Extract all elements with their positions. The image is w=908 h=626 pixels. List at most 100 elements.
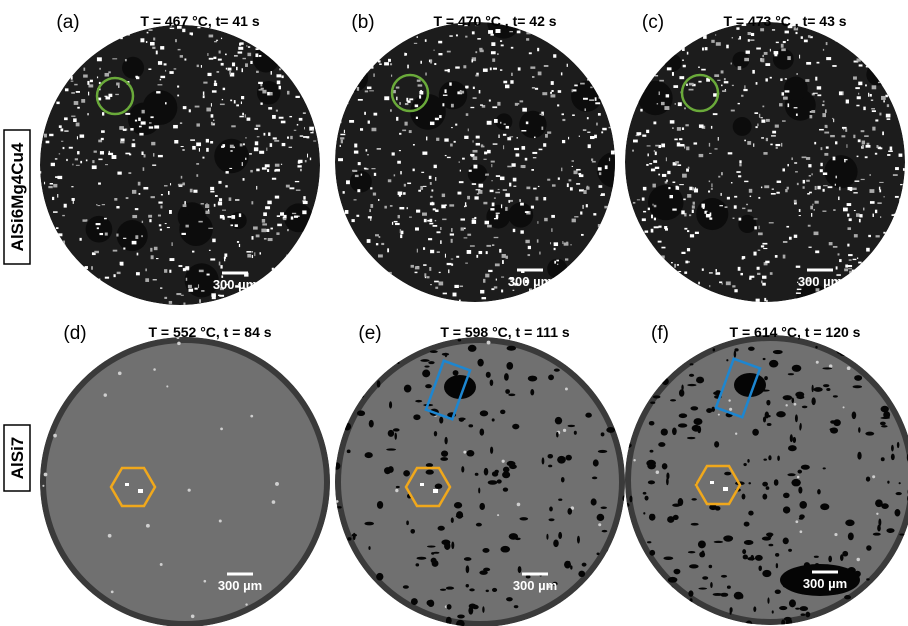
speck [615,197,618,198]
speck [247,118,251,121]
speck [766,119,770,122]
speck [744,58,749,61]
speck [241,101,242,104]
speck [312,130,313,132]
speck [573,273,577,276]
speck [759,114,760,118]
pore [767,423,772,426]
pore [357,410,365,416]
speck [605,165,608,169]
speck [94,280,95,282]
speck [795,520,798,523]
speck [567,183,569,187]
dark-blob [738,215,756,233]
speck [695,232,699,234]
pore [426,463,433,467]
speck [153,38,155,41]
speck [489,100,491,102]
speck [539,149,543,151]
speck [856,213,860,217]
speck [410,340,414,344]
speck [666,157,667,161]
speck [685,124,688,126]
speck [96,295,99,298]
speck [880,49,881,51]
speck [596,264,601,265]
speck [841,135,845,137]
speck [681,252,685,254]
speck [147,32,149,34]
speck [442,219,446,221]
dark-blob [143,90,178,125]
pore [456,515,464,518]
pore [415,400,422,403]
pore [548,465,552,468]
speck [872,110,876,112]
pore [692,425,701,432]
speck [349,283,351,285]
dark-blob [117,220,148,251]
pore [791,398,794,404]
speck [476,255,478,258]
speck [770,77,772,79]
speck [289,147,292,148]
speck [224,257,226,259]
speck [810,206,813,210]
speck [846,282,848,285]
speck [823,172,827,175]
speck [99,44,103,46]
speck [286,255,288,257]
speck [824,153,828,156]
speck [746,204,748,205]
speck [587,117,589,119]
speck [895,196,899,198]
pore [395,337,398,340]
speck [429,267,431,271]
speck [772,131,776,134]
pore [826,388,830,391]
speck [839,259,842,262]
speck [169,258,174,261]
speck [890,274,892,277]
speck [343,50,346,52]
pore [814,556,819,558]
speck [846,144,847,148]
pore [592,477,597,480]
speck [199,270,204,272]
pore [776,411,786,417]
pore [636,542,638,544]
speck [669,301,671,304]
speck [201,203,204,204]
speck [255,48,258,50]
speck [709,285,710,287]
speck [84,26,88,28]
speck [464,136,468,139]
speck [806,62,811,65]
speck [206,108,211,112]
speck [496,214,498,218]
speck [532,76,534,78]
speck [703,205,705,209]
speck [82,219,86,221]
speck [766,300,767,303]
speck [884,196,885,197]
speck [613,201,616,204]
speck [748,39,750,42]
dark-blob [508,203,533,228]
speck [649,272,653,276]
speck [838,197,839,200]
speck [108,34,112,36]
speck [72,164,73,166]
speck [844,159,845,162]
speck [287,25,291,26]
speck [855,87,860,89]
speck [701,69,706,71]
pore [854,375,862,381]
speck [361,174,362,176]
speck [490,208,494,210]
speck [775,255,778,258]
white-particle [125,483,129,486]
speck [875,301,879,302]
speck [834,533,837,536]
speck [502,254,506,258]
